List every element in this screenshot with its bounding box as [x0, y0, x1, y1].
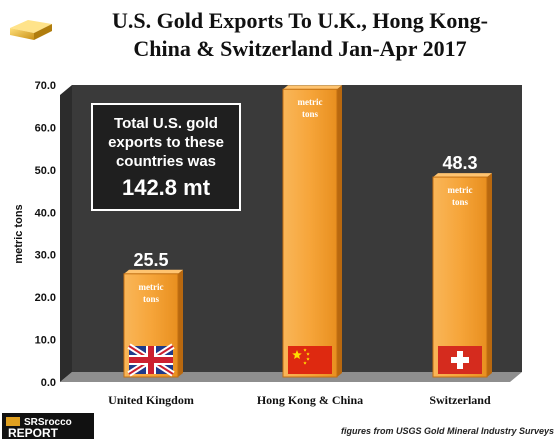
- annotation-box: [91, 103, 241, 211]
- x-category-label: United Kingdom: [108, 393, 194, 407]
- china-flag-icon: [288, 346, 332, 374]
- annotation-line-2: exports to these: [108, 134, 224, 151]
- bar-value-label: 48.3: [442, 153, 477, 173]
- y-axis-label: metric tons: [13, 204, 25, 263]
- annotation-line-4: 142.8 mt: [122, 175, 211, 200]
- y-tick-label: 30.0: [35, 250, 56, 262]
- bar-unit-label: metric: [139, 282, 164, 292]
- bar-group: 69.0 metric tons: [282, 65, 342, 378]
- bar: [282, 88, 338, 378]
- bar-side: [178, 269, 183, 377]
- y-tick-label: 10.0: [35, 335, 56, 347]
- bar-group: 25.5 metric tons: [123, 250, 183, 378]
- bar-unit-label: tons: [143, 294, 160, 304]
- y-axis-ticks: 0.0 10.0 20.0 30.0 40.0 50.0 60.0 70.0: [35, 80, 56, 389]
- logo-gold-icon: [6, 417, 20, 426]
- bar-top: [124, 269, 183, 274]
- bar-group: 48.3 metric tons: [432, 153, 492, 378]
- bar-side: [487, 173, 492, 377]
- annotation-line-3: countries was: [116, 153, 216, 170]
- x-category-label: Switzerland: [429, 393, 491, 407]
- x-category-label: Hong Kong & China: [257, 393, 363, 407]
- bar-top: [283, 85, 342, 90]
- uk-flag-icon: [127, 343, 175, 377]
- plot-side-wall: [60, 85, 72, 382]
- y-tick-label: 0.0: [41, 377, 56, 389]
- y-tick-label: 20.0: [35, 292, 56, 304]
- bar-unit-label: metric: [298, 97, 323, 107]
- y-tick-label: 50.0: [35, 165, 56, 177]
- y-tick-label: 60.0: [35, 122, 56, 134]
- category-labels: United Kingdom Hong Kong & China Switzerla…: [108, 393, 491, 407]
- bar-side: [337, 85, 342, 377]
- total-annotation: Total U.S. gold exports to these countri…: [91, 103, 241, 211]
- srsrocco-logo: SRSrocco REPORT: [2, 413, 94, 440]
- chart-title-line-1: U.S. Gold Exports To U.K., Hong Kong-: [112, 8, 488, 33]
- bar-unit-label: tons: [302, 109, 319, 119]
- annotation-line-1: Total U.S. gold: [114, 115, 218, 132]
- source-note: figures from USGS Gold Mineral Industry …: [341, 426, 554, 436]
- bar-unit-label: metric: [448, 185, 473, 195]
- bar-value-label: 25.5: [133, 250, 168, 270]
- logo-line-1: SRSrocco: [24, 417, 72, 428]
- bar-value-label: 69.0: [292, 65, 327, 85]
- bars: 25.5 metric tons 69.0 metric tons 48.3 metric to…: [123, 65, 492, 378]
- switzerland-flag-icon: [438, 346, 482, 374]
- bar: [432, 176, 488, 378]
- bar-top: [433, 173, 492, 178]
- gold-bar-icon: [10, 20, 52, 40]
- bar-unit-label: tons: [452, 197, 469, 207]
- chart-title-line-2: China & Switzerland Jan-Apr 2017: [133, 36, 466, 61]
- y-tick-label: 70.0: [35, 80, 56, 92]
- logo-line-2: REPORT: [8, 426, 59, 440]
- y-tick-label: 40.0: [35, 207, 56, 219]
